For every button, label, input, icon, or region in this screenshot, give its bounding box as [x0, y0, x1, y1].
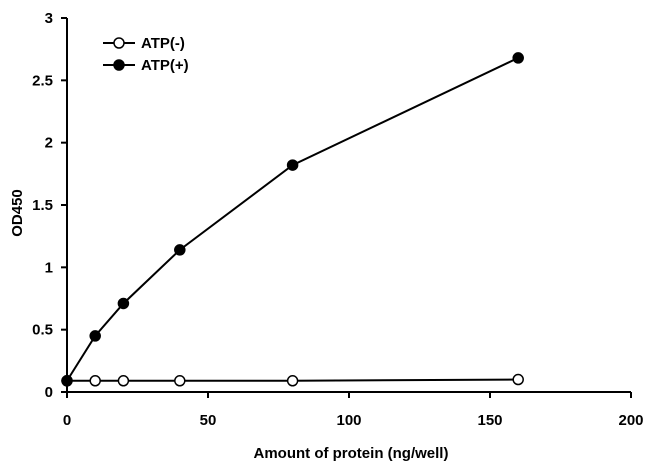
series-layer: [61, 52, 524, 387]
data-point: [89, 330, 101, 342]
y-tick-label: 1: [45, 259, 53, 276]
x-tick-label: 100: [336, 412, 361, 429]
legend-box: [93, 28, 202, 80]
series-line: [66, 56, 519, 382]
x-tick-label: 150: [477, 412, 502, 429]
data-point: [61, 375, 73, 387]
legend: ATP(-) ATP(+): [93, 28, 202, 80]
x-tick-label: 0: [63, 412, 71, 429]
x-tick-label: 200: [618, 412, 643, 429]
legend-marker: [113, 37, 125, 49]
y-ticks: 0 0.5 1 1.5 2 2.5 3: [32, 10, 67, 401]
y-tick-label: 2.5: [32, 72, 53, 89]
legend-label: ATP(-): [141, 35, 185, 52]
y-tick-label: 3: [45, 10, 53, 27]
data-point: [286, 375, 299, 387]
x-axis-label: Amount of protein (ng/well): [254, 445, 449, 462]
data-point: [117, 375, 130, 387]
data-point: [174, 244, 186, 256]
y-tick-label: 1.5: [32, 197, 53, 214]
data-point: [89, 375, 101, 387]
data-point: [117, 297, 130, 310]
legend-marker: [113, 59, 125, 71]
data-point: [286, 159, 299, 171]
axes: 0 50 100 150 200 0 0.5 1 1.5 2 2.5 3: [32, 10, 643, 429]
y-tick-label: 0.5: [32, 322, 53, 339]
data-point: [512, 52, 524, 64]
data-point: [512, 373, 524, 386]
x-tick-label: 50: [200, 412, 217, 429]
data-point: [174, 375, 186, 387]
legend-item: ATP(+): [103, 57, 189, 74]
series-1: [61, 373, 524, 387]
y-tick-label: 0: [45, 384, 53, 401]
y-axis-label: OD450: [9, 189, 26, 237]
legend-item: ATP(-): [103, 35, 185, 52]
x-ticks: 0 50 100 150 200: [63, 392, 644, 429]
legend-label: ATP(+): [141, 57, 189, 74]
y-tick-label: 2: [45, 135, 53, 152]
series-2: [61, 52, 524, 387]
